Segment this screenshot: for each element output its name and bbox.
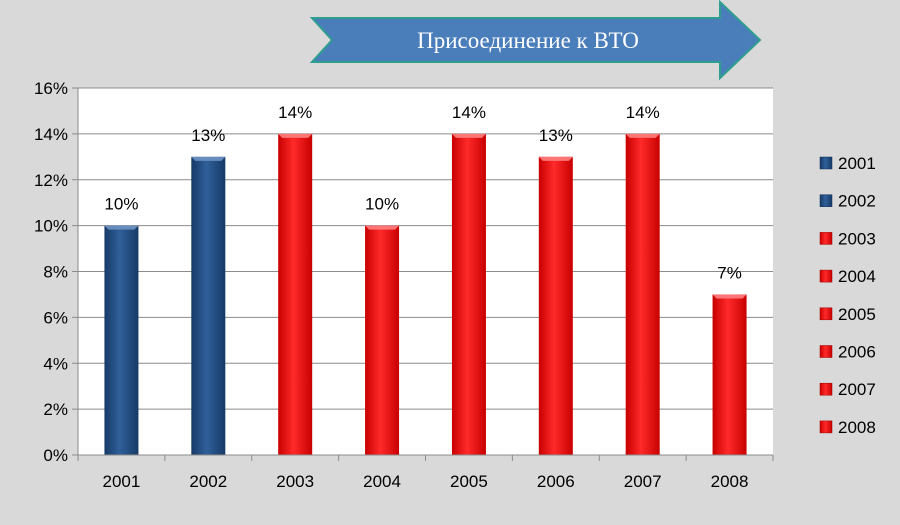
legend-item-2003: 2003 bbox=[819, 229, 876, 248]
legend-item-2008: 2008 bbox=[819, 418, 876, 437]
y-tick-label: 12% bbox=[34, 171, 68, 190]
bar-bevel bbox=[451, 133, 486, 138]
bar bbox=[451, 133, 486, 455]
data-label: 13% bbox=[191, 126, 225, 145]
bar-bevel bbox=[191, 156, 226, 161]
legend-label: 2007 bbox=[838, 380, 876, 399]
y-tick-label: 16% bbox=[34, 79, 68, 98]
bar-bevel bbox=[104, 225, 139, 230]
x-axis: 2001 2002 2003 2004 2005 2006 2007 2008 bbox=[77, 454, 774, 491]
x-tick-label: 2003 bbox=[276, 472, 314, 491]
x-tick-label: 2001 bbox=[103, 472, 141, 491]
bar bbox=[712, 294, 747, 455]
legend-label: 2003 bbox=[838, 229, 876, 248]
x-tick-label: 2004 bbox=[363, 472, 401, 491]
legend-swatch bbox=[819, 307, 833, 321]
y-tick-label: 14% bbox=[34, 125, 68, 144]
y-tick-label: 0% bbox=[43, 446, 68, 465]
y-tick-label: 4% bbox=[43, 354, 68, 373]
x-tick-label: 2006 bbox=[537, 472, 575, 491]
bar-bevel bbox=[365, 225, 400, 230]
bar-2006 bbox=[538, 156, 573, 455]
bar bbox=[365, 225, 400, 455]
bar-bevel bbox=[538, 156, 573, 161]
bar-bevel bbox=[712, 294, 747, 299]
legend-label: 2006 bbox=[838, 343, 876, 362]
legend-label: 2002 bbox=[838, 192, 876, 211]
data-labels: 10% 13% 14% 10% 14% 13% 14% 7% bbox=[104, 103, 741, 283]
legend-item-2002: 2002 bbox=[819, 192, 876, 211]
legend-item-2005: 2005 bbox=[819, 305, 876, 324]
legend-item-2001: 2001 bbox=[819, 154, 876, 173]
legend-item-2004: 2004 bbox=[819, 267, 876, 286]
y-tick-label: 2% bbox=[43, 400, 68, 419]
bar-2003 bbox=[278, 133, 313, 455]
legend-swatch bbox=[819, 156, 833, 170]
x-tick-label: 2008 bbox=[711, 472, 749, 491]
bar bbox=[191, 156, 226, 455]
banner-text: Присоединение к ВТО bbox=[417, 28, 639, 53]
bar-2008 bbox=[712, 294, 747, 455]
bar-bevel bbox=[278, 133, 313, 138]
y-tick-label: 6% bbox=[43, 308, 68, 327]
legend-swatch bbox=[819, 232, 833, 245]
data-label: 10% bbox=[365, 195, 399, 214]
x-tick-label: 2005 bbox=[450, 472, 488, 491]
legend-swatch bbox=[819, 269, 833, 283]
data-label: 14% bbox=[452, 103, 486, 122]
bar-2001 bbox=[104, 225, 139, 455]
bar-bevel bbox=[625, 133, 660, 138]
y-tick-label: 8% bbox=[43, 263, 68, 282]
bar-2005 bbox=[451, 133, 486, 455]
data-label: 10% bbox=[104, 195, 138, 214]
data-label: 7% bbox=[717, 263, 742, 282]
legend-swatch bbox=[819, 420, 833, 434]
x-tick-label: 2007 bbox=[624, 472, 662, 491]
data-label: 14% bbox=[278, 103, 312, 122]
legend-item-2007: 2007 bbox=[819, 380, 876, 399]
wto-banner: Присоединение к ВТО bbox=[309, 0, 762, 81]
bar bbox=[104, 225, 139, 455]
legend-label: 2008 bbox=[838, 418, 876, 437]
y-tick-label: 10% bbox=[34, 217, 68, 236]
x-tick-label: 2002 bbox=[189, 472, 227, 491]
legend-label: 2004 bbox=[838, 267, 876, 286]
bar-2002 bbox=[191, 156, 226, 455]
legend-swatch bbox=[819, 382, 833, 396]
legend-item-2006: 2006 bbox=[819, 343, 876, 362]
bar bbox=[278, 133, 313, 455]
bar-2007 bbox=[625, 133, 660, 455]
bar-2004 bbox=[365, 225, 400, 455]
legend-swatch bbox=[819, 194, 833, 207]
legend-label: 2001 bbox=[838, 154, 876, 173]
legend: 2001 2002 2003 2004 2005 2006 2007 2008 bbox=[819, 154, 876, 437]
data-label: 13% bbox=[539, 126, 573, 145]
data-label: 14% bbox=[626, 103, 660, 122]
y-axis: 0% 2% 4% 6% 8% 10% 12% 14% 16% bbox=[34, 79, 79, 465]
banner-arrow-shape bbox=[309, 0, 762, 81]
bar bbox=[538, 156, 573, 455]
legend-swatch bbox=[819, 345, 833, 358]
bar bbox=[625, 133, 660, 455]
bars bbox=[104, 133, 747, 455]
legend-label: 2005 bbox=[838, 305, 876, 324]
